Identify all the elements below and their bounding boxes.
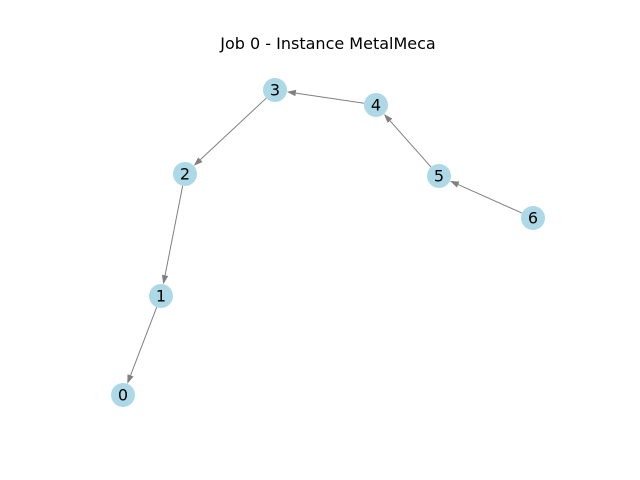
edge-6-5 [449, 180, 523, 214]
arrowhead-icon [193, 157, 203, 166]
node-circle [427, 164, 451, 188]
node-0: 0 [111, 383, 135, 407]
node-label: 5 [434, 167, 444, 186]
node-circle [521, 206, 545, 230]
node-label: 0 [118, 386, 128, 405]
node-6: 6 [521, 206, 545, 230]
edge-line [200, 97, 267, 161]
node-circle [111, 383, 135, 407]
edge-line [295, 92, 365, 104]
edge-1-0 [127, 307, 158, 384]
arrowhead-icon [449, 180, 460, 188]
nodes-layer: 0 1 2 3 4 5 6 [111, 78, 545, 407]
node-circle [149, 284, 173, 308]
node-label: 3 [270, 81, 280, 100]
arrowhead-icon [383, 113, 393, 123]
edge-5-4 [383, 113, 432, 168]
node-circle [364, 93, 388, 117]
node-5: 5 [427, 164, 451, 188]
edge-line [164, 185, 184, 276]
arrowhead-icon [286, 89, 297, 97]
node-circle [263, 78, 287, 102]
node-label: 6 [528, 209, 538, 228]
arrowhead-icon [127, 374, 134, 384]
node-1: 1 [149, 284, 173, 308]
edge-2-1 [161, 185, 184, 285]
node-label: 1 [156, 287, 166, 306]
node-4: 4 [364, 93, 388, 117]
node-circle [173, 162, 197, 186]
node-label: 2 [180, 165, 190, 184]
node-label: 4 [371, 96, 381, 115]
edges-layer [127, 89, 523, 384]
figure-title: Job 0 - Instance MetalMeca [219, 34, 435, 53]
arrowhead-icon [161, 274, 169, 285]
edge-4-3 [286, 89, 365, 104]
node-3: 3 [263, 78, 287, 102]
edge-line [389, 120, 432, 168]
edge-line [130, 307, 158, 376]
edge-3-2 [193, 97, 267, 166]
edge-line [457, 184, 523, 214]
node-2: 2 [173, 162, 197, 186]
